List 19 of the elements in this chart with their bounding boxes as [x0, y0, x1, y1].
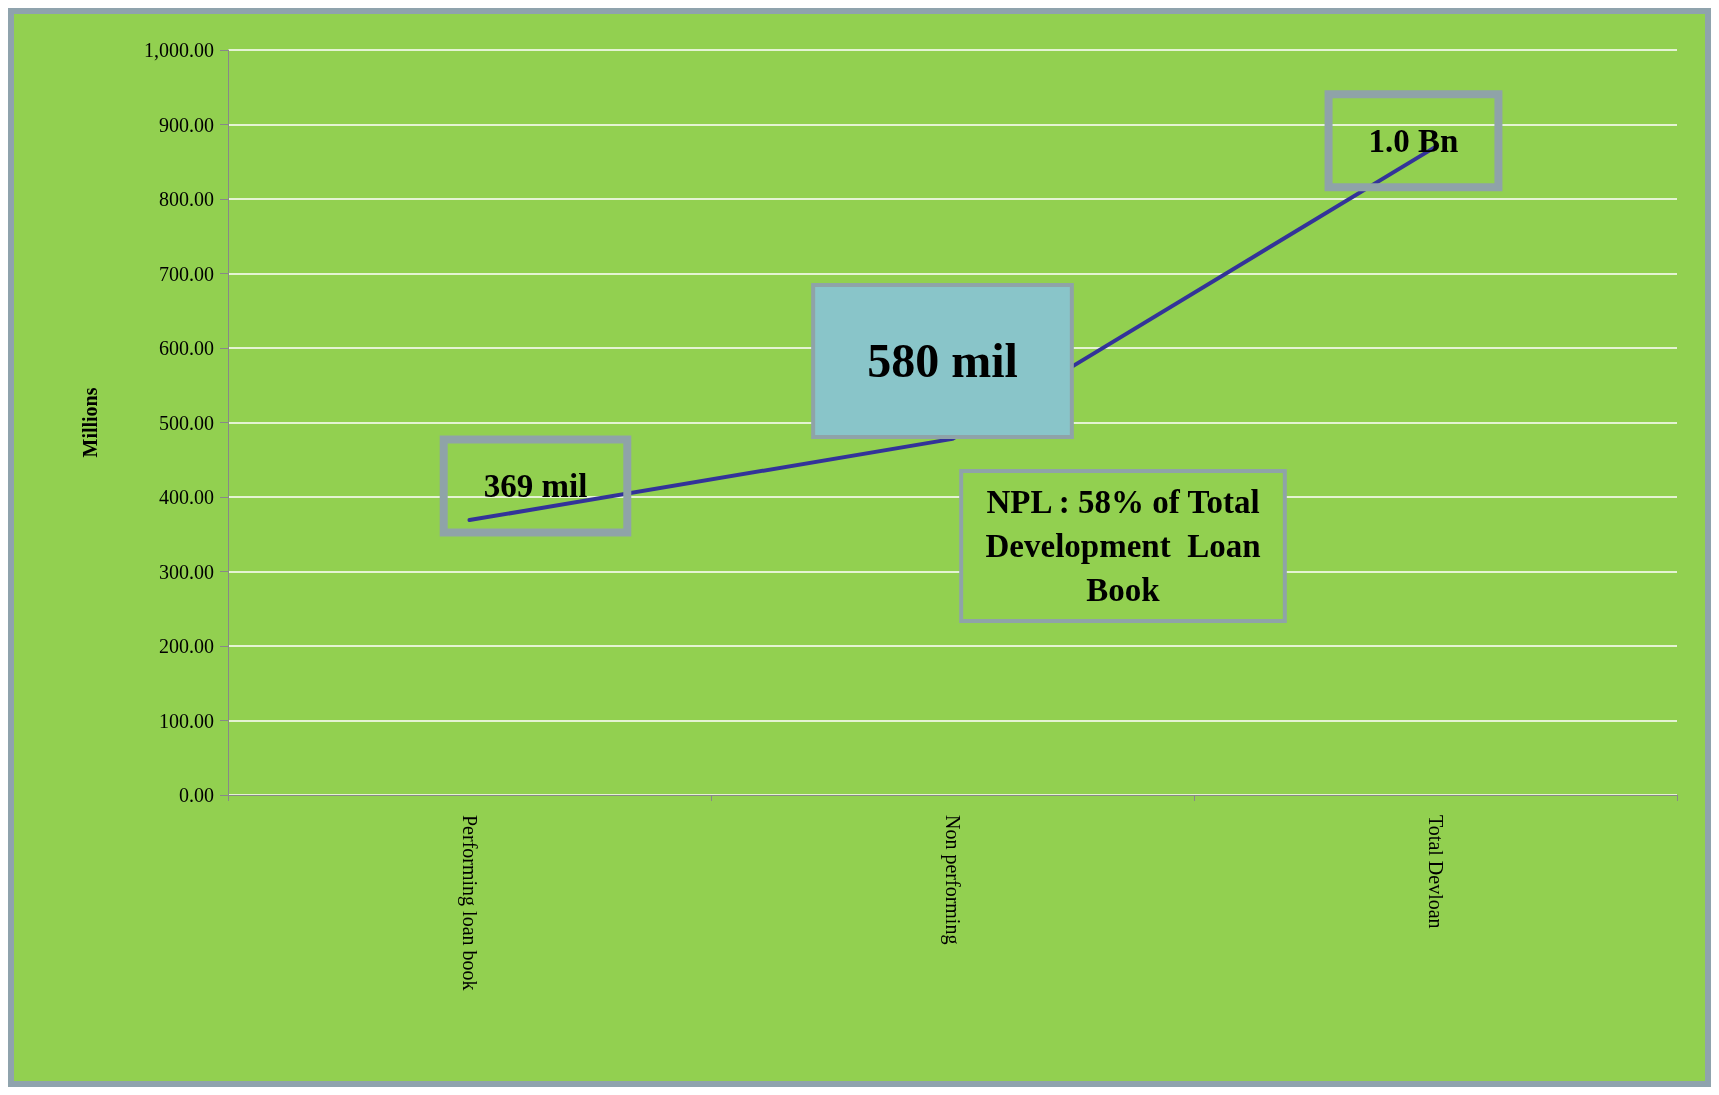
- annotation: 1.0 Bn: [1368, 122, 1459, 159]
- y-tick-label: 400.00: [159, 486, 214, 508]
- y-axis-title: Millions: [79, 387, 101, 458]
- annotation: 369 mil: [483, 468, 588, 505]
- y-tick-label: 1,000.00: [144, 39, 214, 61]
- annotation: NPL : 58% of Total Development Loan Book: [985, 484, 1261, 608]
- x-tick-label: Total Devloan: [1424, 815, 1447, 929]
- annotation: 580 mil: [867, 334, 1018, 388]
- y-tick-label: 600.00: [159, 337, 214, 359]
- y-tick-label: 0.00: [179, 784, 214, 806]
- y-tick-label: 500.00: [159, 411, 214, 434]
- y-tick-label: 100.00: [159, 709, 214, 732]
- y-tick-label: 700.00: [159, 262, 214, 285]
- y-tick-label: 900.00: [159, 113, 214, 136]
- y-tick-label: 300.00: [159, 560, 214, 583]
- x-tick-label: Non performing: [940, 815, 964, 945]
- y-tick-label: 200.00: [159, 635, 214, 657]
- y-tick-label: 800.00: [159, 188, 214, 210]
- x-tick-label: Performing loan book: [457, 815, 481, 991]
